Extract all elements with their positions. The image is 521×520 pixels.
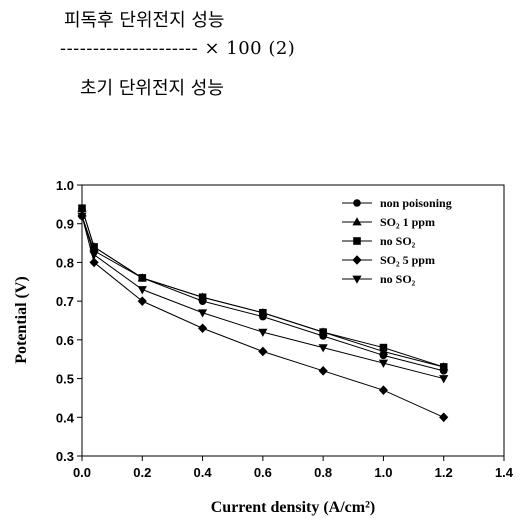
data-point: [439, 412, 449, 423]
x-axis-label: Current density (A/cm²): [211, 499, 375, 516]
x-tick-label: 0.8: [314, 465, 332, 480]
legend-marker: [353, 237, 361, 245]
data-point: [198, 293, 207, 302]
legend-marker: [352, 217, 362, 226]
data-point: [138, 274, 147, 282]
x-tick-label: 0.6: [254, 465, 272, 480]
x-tick-label: 0.4: [194, 465, 213, 480]
x-tick-label: 1.4: [495, 465, 514, 480]
x-tick-label: 1.0: [374, 465, 392, 480]
data-point: [439, 375, 449, 384]
legend-label: SO₂ 5 ppm: [380, 253, 435, 267]
data-point: [379, 343, 388, 352]
data-point: [89, 251, 99, 260]
data-point: [259, 308, 267, 317]
y-axis-ticks: 0.3 0.4 0.5 0.6 0.7 0.8 0.9 1.0: [56, 178, 82, 464]
data-point: [439, 363, 448, 371]
x-tick-label: 1.2: [435, 465, 453, 480]
series-5: [77, 212, 449, 384]
data-point: [197, 309, 208, 318]
legend-label: non poisoning: [380, 196, 452, 210]
series-group: [77, 203, 449, 423]
data-point: [319, 328, 327, 336]
equation-fraction-line: --------------------- × 100 (2): [60, 38, 296, 59]
y-tick-label: 0.4: [56, 410, 75, 425]
x-tick-label: 0.0: [73, 465, 91, 480]
y-tick-label: 1.0: [56, 178, 74, 193]
legend-item: non poisoning: [342, 196, 452, 210]
data-point: [89, 257, 99, 268]
legend-marker: [353, 199, 361, 207]
y-tick-label: 0.8: [56, 255, 74, 270]
legend: non poisoning SO₂ 1 ppm no SO₂ SO₂ 5 ppm no …: [342, 196, 452, 286]
legend-label: no SO₂: [380, 272, 416, 286]
data-point: [77, 212, 87, 221]
series-4: [77, 211, 449, 423]
y-tick-label: 0.5: [56, 372, 74, 387]
legend-label: SO₂ 1 ppm: [380, 215, 435, 229]
y-axis-label: Potential (V): [13, 276, 30, 364]
y-tick-label: 0.3: [56, 449, 74, 464]
data-point: [378, 385, 389, 395]
legend-marker: [352, 255, 362, 265]
legend-item: no SO₂: [342, 272, 416, 286]
series-line: [81, 215, 444, 380]
legend-item: SO₂ 1 ppm: [342, 215, 435, 229]
equation-numerator: 피독후 단위전지 성능: [64, 10, 225, 31]
x-tick-label: 0.2: [133, 465, 151, 480]
series-line: [81, 208, 444, 368]
data-point: [258, 346, 268, 357]
equation-denominator: 초기 단위전지 성능: [80, 78, 224, 99]
legend-item: no SO₂: [342, 234, 416, 248]
series-3: [78, 204, 448, 371]
series-line: [81, 208, 444, 368]
x-axis-ticks: 0.0 0.2 0.4 0.6 0.8 1.0 1.2 1.4: [73, 456, 514, 480]
data-point: [137, 296, 147, 306]
data-point: [78, 204, 86, 213]
series-line: [81, 215, 444, 418]
plot-frame: [81, 184, 505, 457]
y-tick-label: 0.6: [56, 333, 74, 348]
data-point: [90, 243, 98, 251]
data-point: [318, 366, 328, 376]
y-tick-label: 0.9: [56, 217, 74, 232]
y-tick-label: 0.7: [56, 294, 74, 309]
data-point: [197, 323, 208, 334]
legend-label: no SO₂: [380, 234, 416, 248]
legend-marker: [352, 275, 362, 284]
data-point: [137, 286, 147, 295]
series-line: [81, 215, 444, 372]
data-point: [378, 359, 389, 368]
legend-item: SO₂ 5 ppm: [342, 253, 435, 267]
data-point: [318, 344, 328, 353]
data-point: [258, 328, 268, 337]
